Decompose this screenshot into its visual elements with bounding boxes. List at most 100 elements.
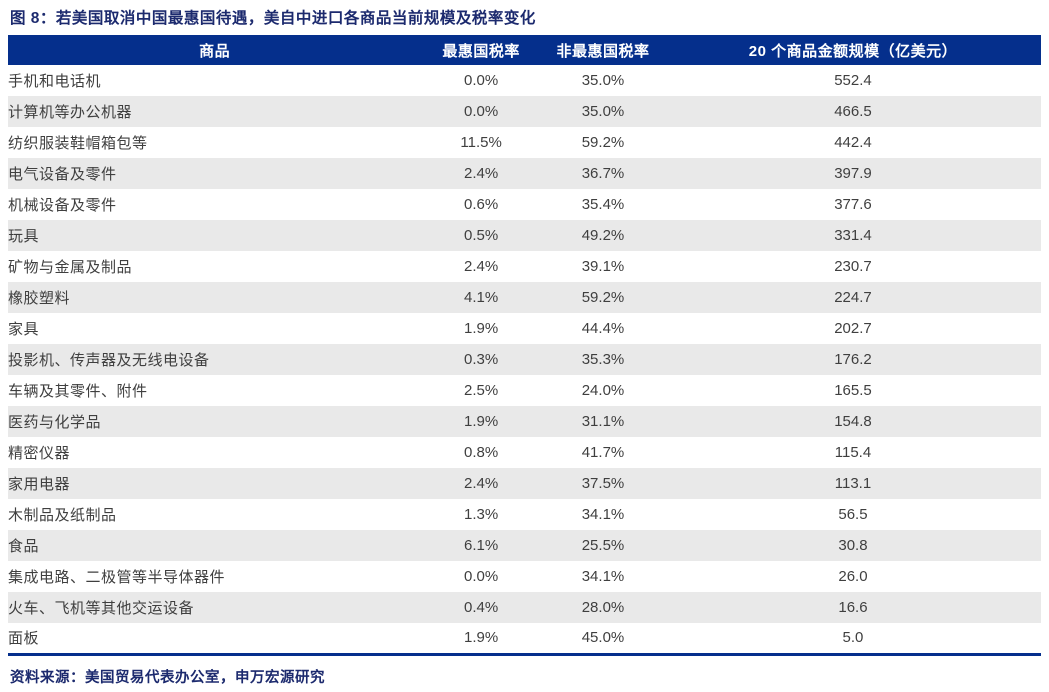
figure-title: 图 8：若美国取消中国最惠国待遇，美自中进口各商品当前规模及税率变化 [10, 10, 536, 27]
product-name-cell: 车辆及其零件、附件 [8, 375, 422, 406]
import-value-cell: 466.5 [664, 96, 1041, 127]
non-mfn-rate-cell: 39.1% [541, 251, 665, 282]
mfn-rate-cell: 1.9% [421, 406, 542, 437]
product-name-cell: 矿物与金属及制品 [8, 251, 422, 282]
product-name-cell: 橡胶塑料 [8, 282, 422, 313]
table-header-row: 商品 最惠国税率 非最惠国税率 20 个商品金额规模（亿美元） [8, 35, 1041, 65]
import-value-cell: 165.5 [664, 375, 1041, 406]
table-row: 家具 1.9% 44.4% 202.7 [8, 313, 1041, 344]
mfn-rate-cell: 0.6% [421, 189, 542, 220]
product-name-cell: 木制品及纸制品 [8, 499, 422, 530]
table-row: 火车、飞机等其他交运设备 0.4% 28.0% 16.6 [8, 592, 1041, 623]
table-row: 面板 1.9% 45.0% 5.0 [8, 623, 1041, 654]
column-header-mfn-rate: 最惠国税率 [421, 35, 542, 65]
import-value-cell: 26.0 [664, 561, 1041, 592]
table-row: 玩具 0.5% 49.2% 331.4 [8, 220, 1041, 251]
table-row: 投影机、传声器及无线电设备 0.3% 35.3% 176.2 [8, 344, 1041, 375]
mfn-rate-cell: 0.3% [421, 344, 542, 375]
mfn-rate-cell: 1.9% [421, 313, 542, 344]
non-mfn-rate-cell: 24.0% [541, 375, 665, 406]
non-mfn-rate-cell: 28.0% [541, 592, 665, 623]
import-value-cell: 113.1 [664, 468, 1041, 499]
non-mfn-rate-cell: 25.5% [541, 530, 665, 561]
product-name-cell: 手机和电话机 [8, 65, 422, 96]
mfn-rate-cell: 6.1% [421, 530, 542, 561]
import-value-cell: 30.8 [664, 530, 1041, 561]
product-name-cell: 食品 [8, 530, 422, 561]
non-mfn-rate-cell: 34.1% [541, 561, 665, 592]
import-value-cell: 154.8 [664, 406, 1041, 437]
mfn-rate-cell: 11.5% [421, 127, 542, 158]
product-name-cell: 火车、飞机等其他交运设备 [8, 592, 422, 623]
table-row: 橡胶塑料 4.1% 59.2% 224.7 [8, 282, 1041, 313]
column-header-non-mfn-rate: 非最惠国税率 [541, 35, 665, 65]
product-name-cell: 计算机等办公机器 [8, 96, 422, 127]
mfn-rate-cell: 2.4% [421, 468, 542, 499]
import-value-cell: 56.5 [664, 499, 1041, 530]
mfn-rate-cell: 0.0% [421, 96, 542, 127]
non-mfn-rate-cell: 35.4% [541, 189, 665, 220]
non-mfn-rate-cell: 36.7% [541, 158, 665, 189]
non-mfn-rate-cell: 34.1% [541, 499, 665, 530]
non-mfn-rate-cell: 41.7% [541, 437, 665, 468]
import-value-cell: 16.6 [664, 592, 1041, 623]
mfn-rate-cell: 0.4% [421, 592, 542, 623]
import-value-cell: 176.2 [664, 344, 1041, 375]
import-value-cell: 442.4 [664, 127, 1041, 158]
figure-table: 商品 最惠国税率 非最惠国税率 20 个商品金额规模（亿美元） 手机和电话机 0.… [8, 35, 1041, 656]
mfn-rate-cell: 2.4% [421, 251, 542, 282]
product-name-cell: 纺织服装鞋帽箱包等 [8, 127, 422, 158]
table-header: 商品 最惠国税率 非最惠国税率 20 个商品金额规模（亿美元） [8, 35, 1041, 65]
table-row: 车辆及其零件、附件 2.5% 24.0% 165.5 [8, 375, 1041, 406]
non-mfn-rate-cell: 35.0% [541, 96, 665, 127]
product-name-cell: 医药与化学品 [8, 406, 422, 437]
column-header-product: 商品 [8, 35, 422, 65]
import-value-cell: 552.4 [664, 65, 1041, 96]
product-name-cell: 投影机、传声器及无线电设备 [8, 344, 422, 375]
table-row: 医药与化学品 1.9% 31.1% 154.8 [8, 406, 1041, 437]
table-row: 电气设备及零件 2.4% 36.7% 397.9 [8, 158, 1041, 189]
mfn-rate-cell: 1.9% [421, 623, 542, 654]
import-value-cell: 5.0 [664, 623, 1041, 654]
import-value-cell: 377.6 [664, 189, 1041, 220]
mfn-rate-cell: 4.1% [421, 282, 542, 313]
non-mfn-rate-cell: 37.5% [541, 468, 665, 499]
import-value-cell: 230.7 [664, 251, 1041, 282]
table-row: 计算机等办公机器 0.0% 35.0% 466.5 [8, 96, 1041, 127]
table-row: 木制品及纸制品 1.3% 34.1% 56.5 [8, 499, 1041, 530]
product-name-cell: 精密仪器 [8, 437, 422, 468]
mfn-rate-cell: 2.4% [421, 158, 542, 189]
non-mfn-rate-cell: 59.2% [541, 282, 665, 313]
table-row: 家用电器 2.4% 37.5% 113.1 [8, 468, 1041, 499]
product-name-cell: 玩具 [8, 220, 422, 251]
mfn-rate-cell: 0.0% [421, 561, 542, 592]
table-row: 精密仪器 0.8% 41.7% 115.4 [8, 437, 1041, 468]
table-row: 手机和电话机 0.0% 35.0% 552.4 [8, 65, 1041, 96]
table-row: 纺织服装鞋帽箱包等 11.5% 59.2% 442.4 [8, 127, 1041, 158]
table-row: 集成电路、二极管等半导体器件 0.0% 34.1% 26.0 [8, 561, 1041, 592]
column-header-import-value: 20 个商品金额规模（亿美元） [664, 35, 1041, 65]
table-row: 矿物与金属及制品 2.4% 39.1% 230.7 [8, 251, 1041, 282]
mfn-rate-cell: 0.0% [421, 65, 542, 96]
non-mfn-rate-cell: 31.1% [541, 406, 665, 437]
import-value-cell: 202.7 [664, 313, 1041, 344]
non-mfn-rate-cell: 35.0% [541, 65, 665, 96]
product-name-cell: 机械设备及零件 [8, 189, 422, 220]
product-name-cell: 面板 [8, 623, 422, 654]
import-value-cell: 115.4 [664, 437, 1041, 468]
non-mfn-rate-cell: 45.0% [541, 623, 665, 654]
product-name-cell: 电气设备及零件 [8, 158, 422, 189]
mfn-rate-cell: 0.5% [421, 220, 542, 251]
mfn-rate-cell: 1.3% [421, 499, 542, 530]
table-body: 手机和电话机 0.0% 35.0% 552.4 计算机等办公机器 0.0% 35.0% 466… [8, 65, 1041, 654]
non-mfn-rate-cell: 49.2% [541, 220, 665, 251]
import-value-cell: 224.7 [664, 282, 1041, 313]
product-name-cell: 家具 [8, 313, 422, 344]
mfn-rate-cell: 0.8% [421, 437, 542, 468]
mfn-rate-cell: 2.5% [421, 375, 542, 406]
import-value-cell: 397.9 [664, 158, 1041, 189]
table-row: 机械设备及零件 0.6% 35.4% 377.6 [8, 189, 1041, 220]
non-mfn-rate-cell: 35.3% [541, 344, 665, 375]
product-name-cell: 集成电路、二极管等半导体器件 [8, 561, 422, 592]
